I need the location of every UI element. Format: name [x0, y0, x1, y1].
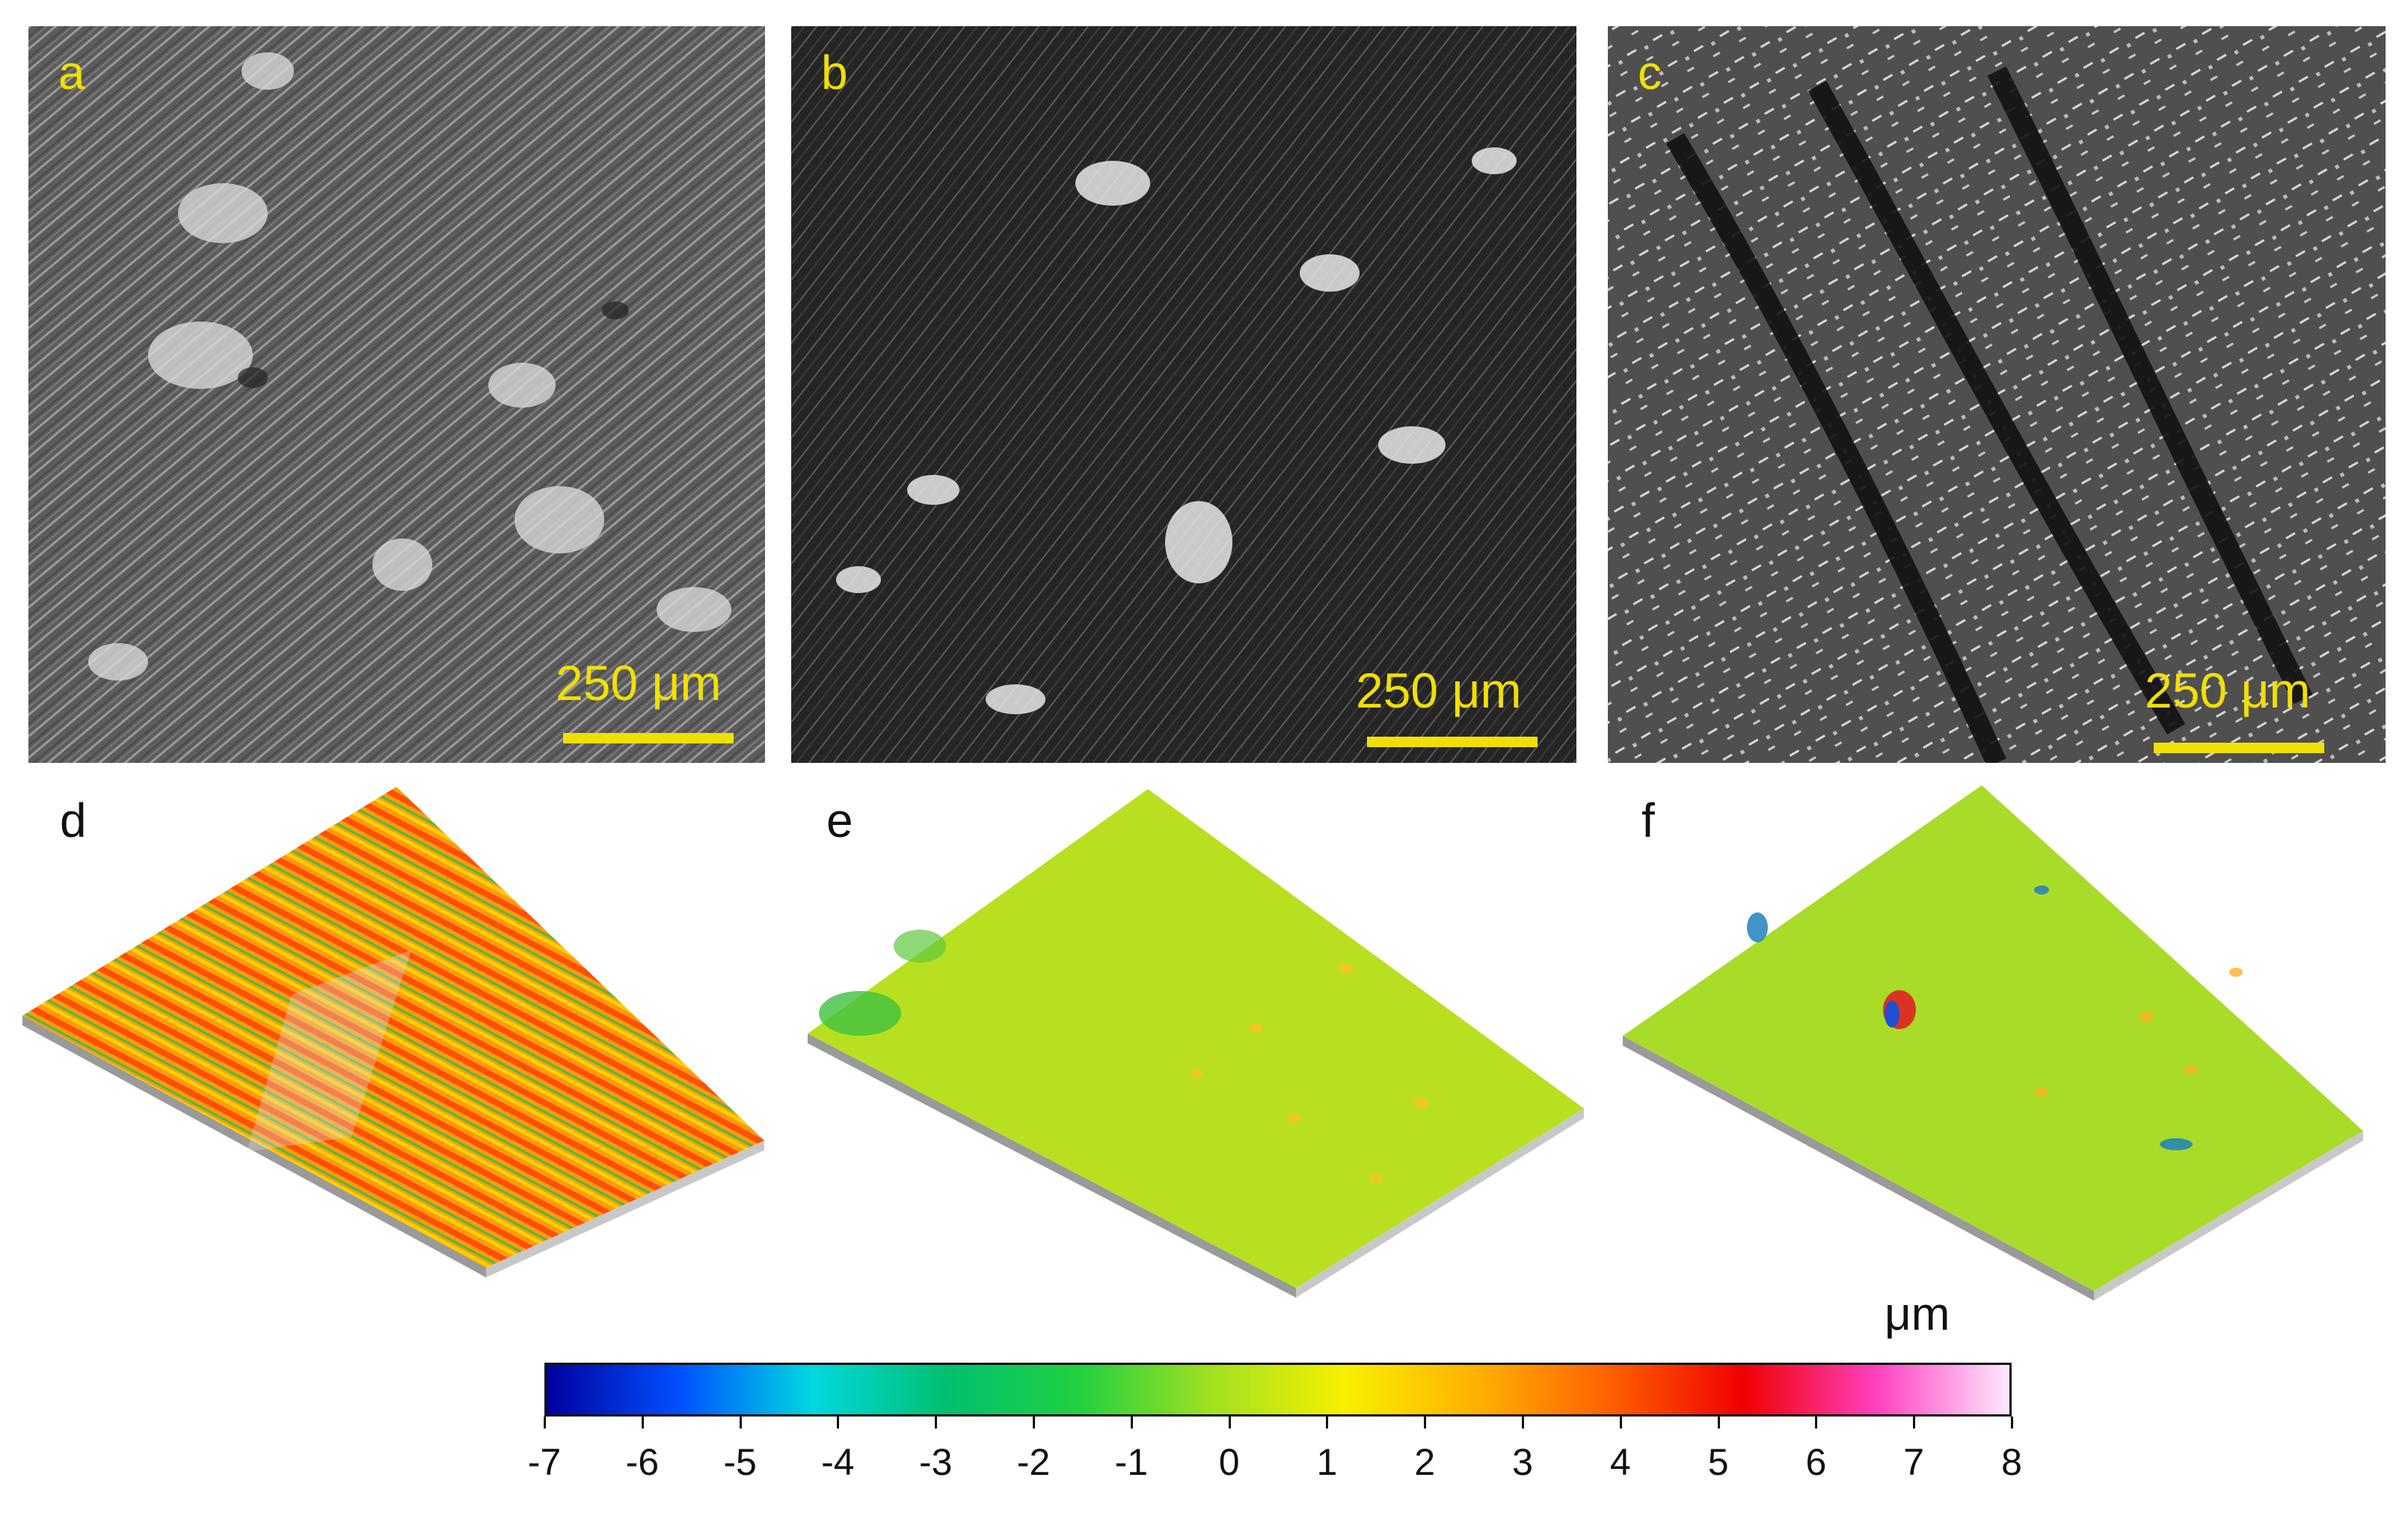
colorbar-tick — [544, 1417, 546, 1428]
colorbar-gradient — [547, 1365, 2009, 1414]
colorbar-tick-label: -2 — [1016, 1441, 1051, 1483]
colorbar-tick-label: -3 — [918, 1441, 953, 1483]
colorbar-tick — [837, 1417, 840, 1428]
colorbar-tick — [641, 1417, 644, 1428]
colorbar-tick-label: -4 — [821, 1441, 855, 1483]
panel-label: e — [826, 794, 853, 847]
panel-label: d — [60, 794, 87, 847]
colorbar-tick-label: 3 — [1512, 1441, 1533, 1483]
sem-texture-a — [28, 26, 765, 763]
panel-label: f — [1641, 794, 1655, 847]
colorbar-tick-label: 7 — [1903, 1441, 1925, 1483]
panel-label: a — [58, 46, 85, 99]
colorbar-tick-label: 8 — [2001, 1441, 2022, 1483]
colorbar-tick-label: -6 — [625, 1441, 660, 1483]
colorbar-tick — [1228, 1417, 1231, 1428]
colorbar-tick — [1619, 1417, 1622, 1428]
colorbar-tick — [1130, 1417, 1133, 1428]
scale-bar-label: 250 μm — [556, 655, 722, 711]
scale-bar — [563, 733, 734, 743]
scale-bar — [2154, 743, 2324, 753]
sem-texture-b — [791, 26, 1576, 763]
sem-image-b: b 250 μm — [791, 26, 1576, 763]
colorbar-unit: μm — [1885, 1289, 1950, 1340]
colorbar-tick-label: 6 — [1805, 1441, 1827, 1483]
colorbar-tick-label: 4 — [1609, 1441, 1631, 1483]
colorbar-tick-label: 5 — [1707, 1441, 1729, 1483]
colorbar-tick — [1913, 1417, 1916, 1428]
sem-image-a: a 250 μm — [28, 26, 765, 763]
sem-image-c: c 250 μm — [1608, 26, 2386, 763]
scale-bar — [1367, 737, 1538, 747]
colorbar-tick — [2011, 1417, 2013, 1428]
colorbar-tick — [1717, 1417, 1720, 1428]
colorbar-tick — [1326, 1417, 1329, 1428]
topography-e — [808, 789, 1584, 1298]
panel-label: c — [1638, 46, 1662, 99]
colorbar-tick-label: 1 — [1316, 1441, 1338, 1483]
panel-label: b — [821, 46, 848, 99]
colorbar-ticks — [544, 1417, 2013, 1431]
colorbar-tick-label: -7 — [527, 1441, 562, 1483]
colorbar-tick-label: 0 — [1218, 1441, 1240, 1483]
scale-bar-label: 250 μm — [1356, 663, 1522, 718]
colorbar-tick-label: 2 — [1414, 1441, 1436, 1483]
colorbar — [544, 1363, 2012, 1417]
colorbar-tick — [935, 1417, 938, 1428]
topography-d — [22, 787, 764, 1277]
colorbar-tick — [739, 1417, 742, 1428]
sem-texture-c — [1608, 26, 2386, 763]
topography-f — [1623, 785, 2363, 1301]
colorbar-tick — [1522, 1417, 1524, 1428]
colorbar-tick-label: -1 — [1114, 1441, 1149, 1483]
scale-bar-label: 250 μm — [2145, 663, 2311, 718]
colorbar-tick — [1424, 1417, 1427, 1428]
colorbar-tick-label: -5 — [723, 1441, 757, 1483]
colorbar-tick — [1815, 1417, 1818, 1428]
colorbar-tick — [1033, 1417, 1035, 1428]
